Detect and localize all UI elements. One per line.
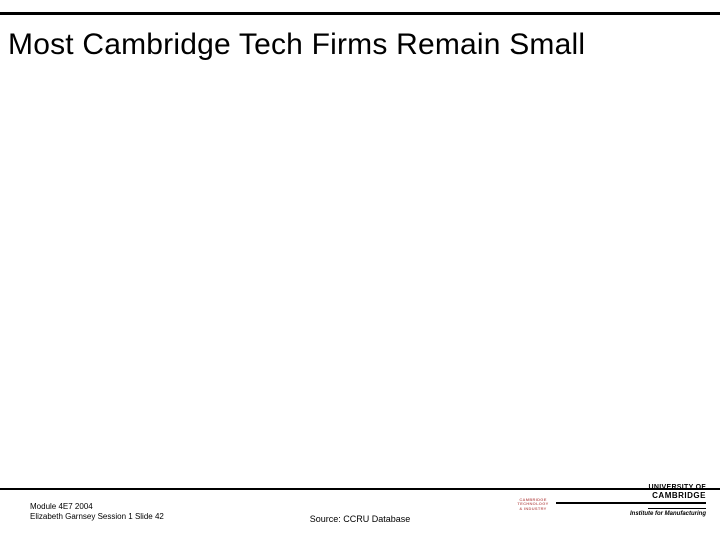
module-line: Module 4E7 2004 (30, 502, 164, 512)
branding-institute: Institute for Manufacturing (556, 511, 706, 517)
university-branding: UNIVERSITY OF CAMBRIDGE Institute for Ma… (556, 484, 706, 517)
cti-mark: CAMBRIDGE TECHNOLOGY & INDUSTRY (514, 498, 552, 511)
slide-title: Most Cambridge Tech Firms Remain Small (8, 28, 585, 62)
branding-univ-of: UNIVERSITY OF (556, 484, 706, 491)
branding-cambridge: CAMBRIDGE (556, 491, 706, 500)
top-rule (0, 12, 720, 15)
branding-rule-long (556, 502, 706, 504)
cti-line3: & INDUSTRY (514, 507, 552, 511)
branding-rule-short (648, 508, 706, 509)
